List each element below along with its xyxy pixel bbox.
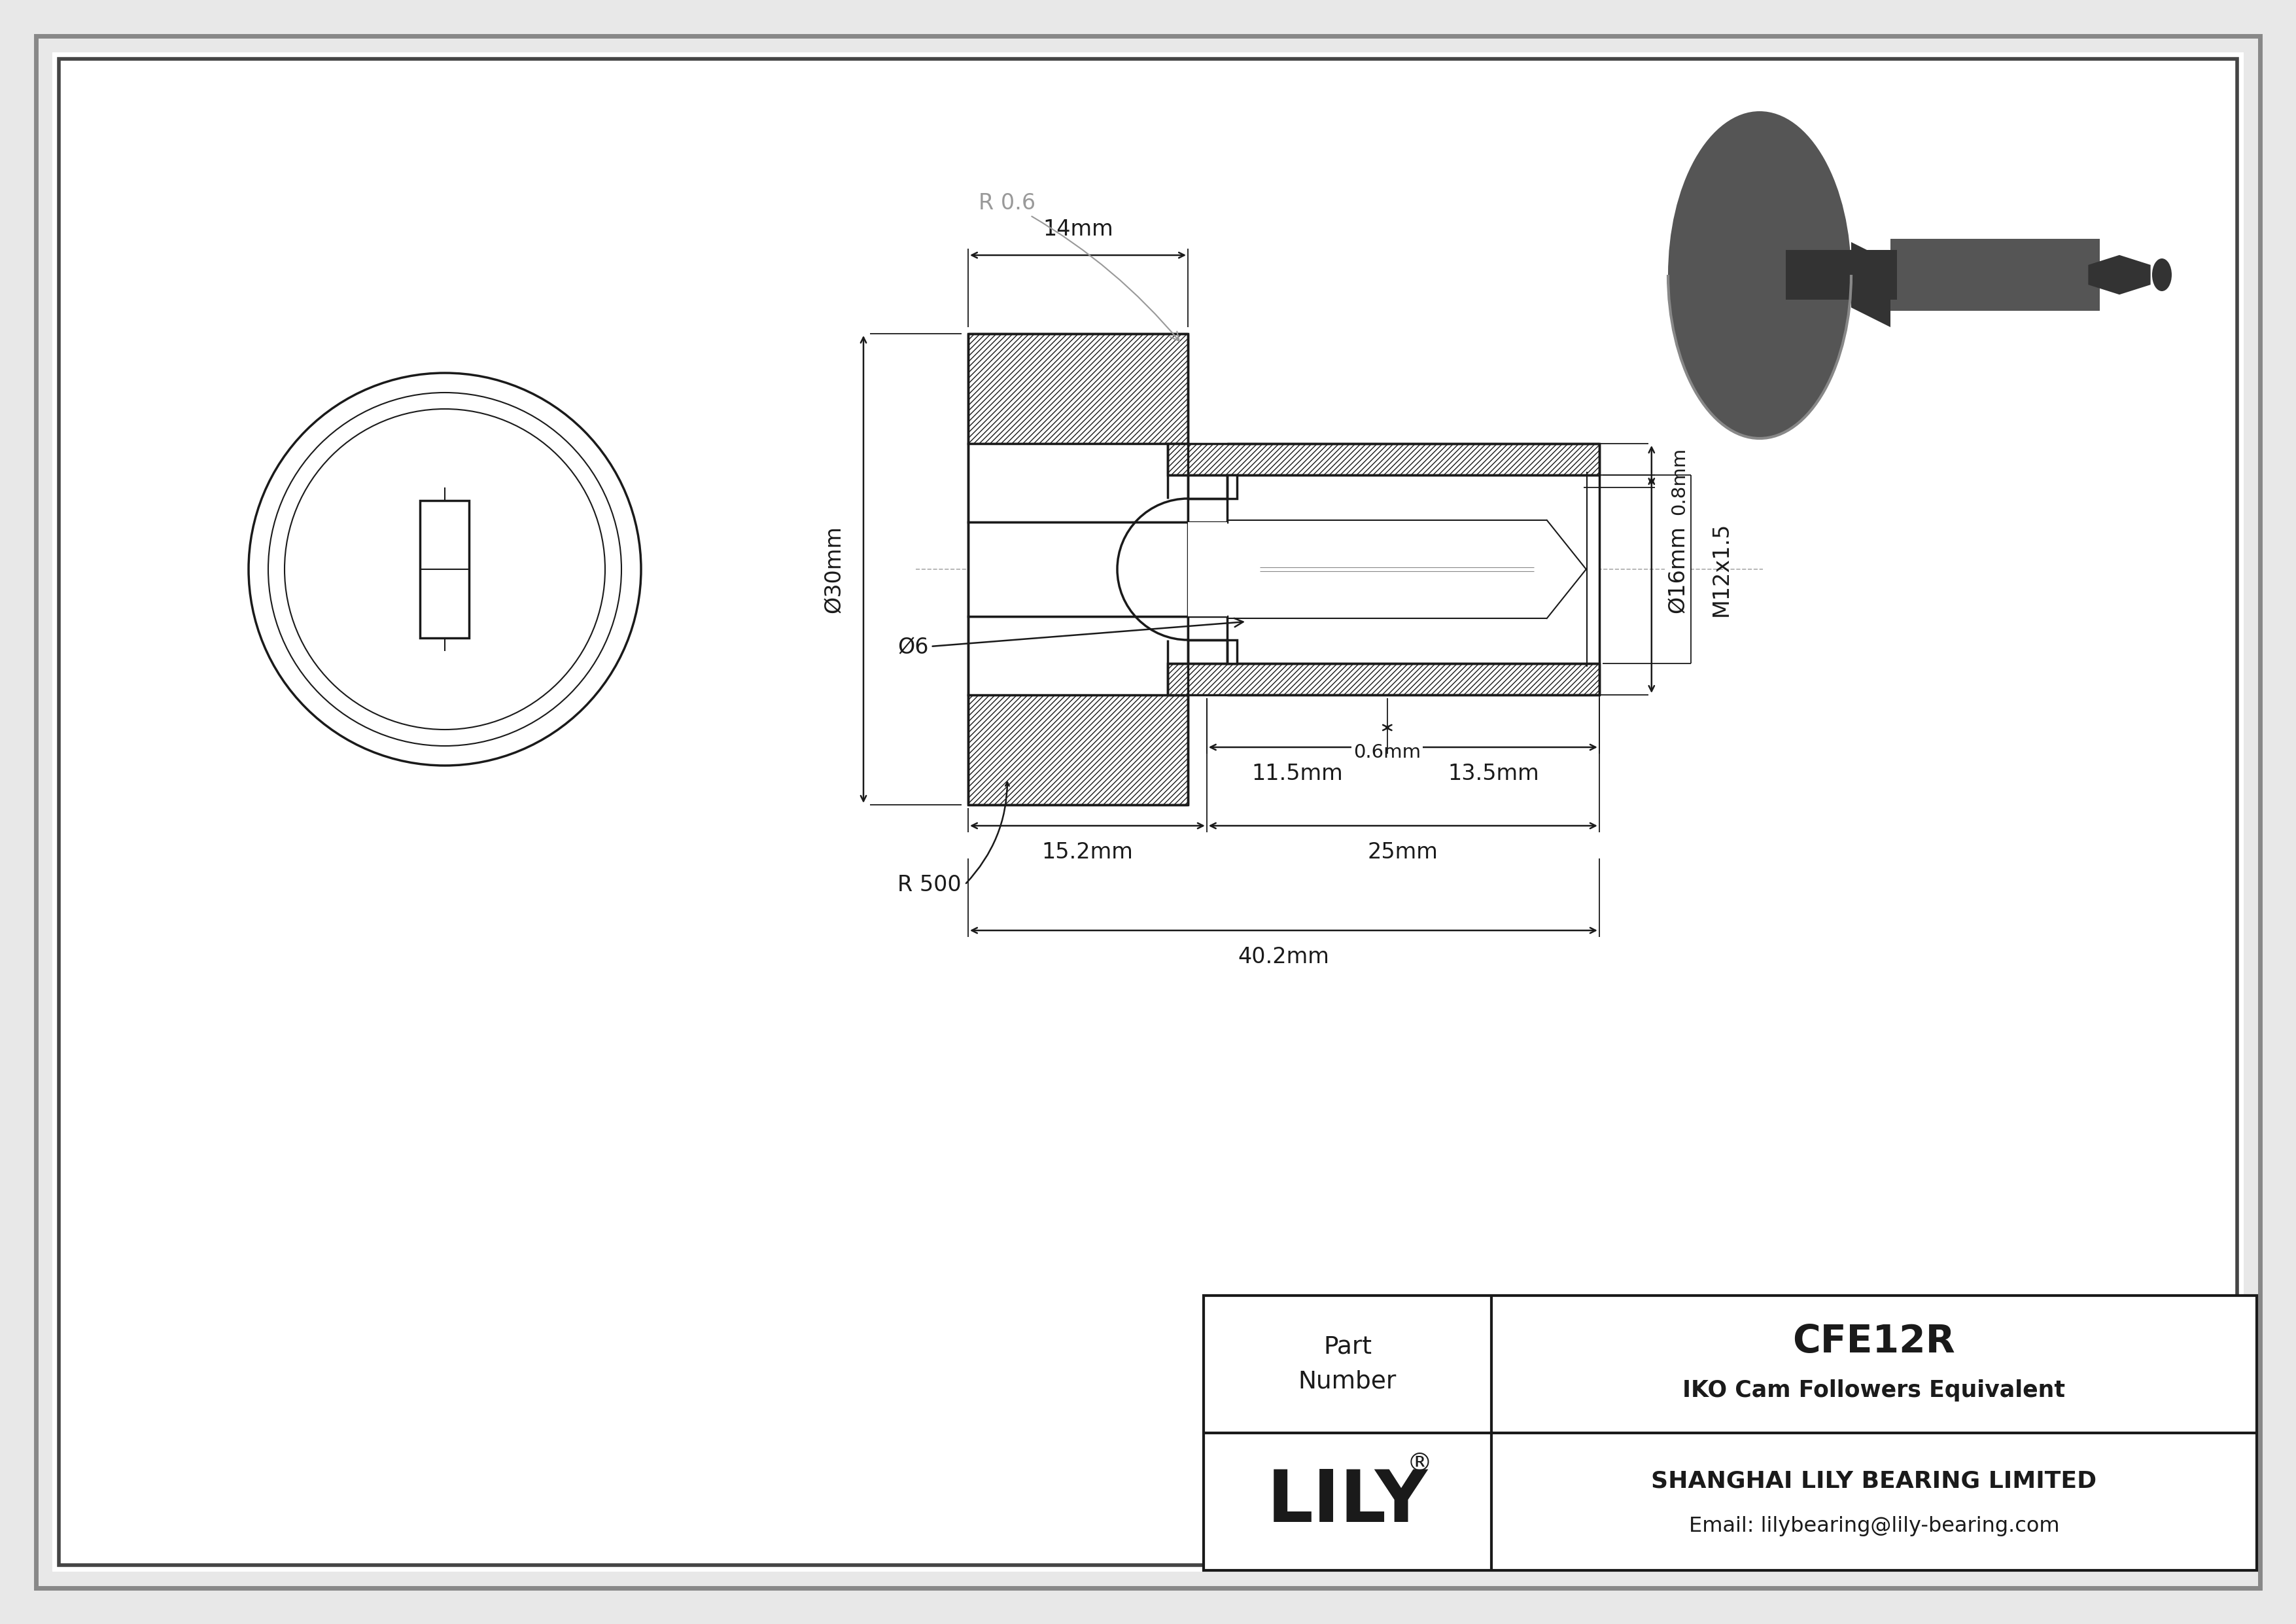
Text: IKO Cam Followers Equivalent: IKO Cam Followers Equivalent: [1683, 1379, 2066, 1402]
Text: SHANGHAI LILY BEARING LIMITED: SHANGHAI LILY BEARING LIMITED: [1651, 1470, 2096, 1492]
Bar: [1226, 476, 1238, 499]
Bar: [420, 500, 468, 638]
Text: 25mm: 25mm: [1368, 841, 1437, 862]
Text: 11.5mm: 11.5mm: [1251, 763, 1343, 784]
Text: Ø30mm: Ø30mm: [824, 526, 845, 614]
Bar: [1203, 1296, 2257, 1570]
Text: 13.5mm: 13.5mm: [1446, 763, 1538, 784]
Text: Ø6: Ø6: [898, 619, 1242, 659]
Bar: [1890, 239, 2101, 310]
Bar: [969, 617, 1187, 695]
Bar: [1786, 250, 1896, 300]
Bar: [969, 333, 1187, 443]
Text: Part
Number: Part Number: [1297, 1335, 1396, 1393]
Bar: [1187, 523, 1226, 617]
Bar: [1187, 499, 1226, 523]
Ellipse shape: [2151, 258, 2172, 291]
Bar: [969, 443, 1187, 523]
Text: ®: ®: [1407, 1452, 1433, 1476]
Bar: [1226, 640, 1238, 664]
Polygon shape: [2089, 255, 2151, 294]
Ellipse shape: [1667, 110, 1851, 438]
Bar: [1226, 520, 1600, 619]
Bar: [1187, 617, 1226, 640]
Text: R 0.6: R 0.6: [978, 192, 1180, 341]
Bar: [1166, 664, 1600, 695]
Text: 14mm: 14mm: [1042, 218, 1114, 240]
Bar: [1166, 443, 1600, 476]
Bar: [1166, 476, 1600, 664]
Text: M12x1.5: M12x1.5: [1711, 521, 1731, 617]
Text: Email: lilybearing@lily-bearing.com: Email: lilybearing@lily-bearing.com: [1690, 1517, 2060, 1536]
Text: 40.2mm: 40.2mm: [1238, 945, 1329, 968]
Polygon shape: [1851, 242, 1890, 326]
Text: 0.6mm: 0.6mm: [1355, 744, 1421, 762]
Bar: [969, 695, 1187, 806]
Polygon shape: [1548, 520, 1587, 619]
Text: CFE12R: CFE12R: [1793, 1322, 1956, 1359]
Text: 0.8mm: 0.8mm: [1669, 448, 1688, 515]
Text: LILY: LILY: [1267, 1466, 1428, 1536]
Text: 15.2mm: 15.2mm: [1042, 841, 1134, 862]
Text: Ø16mm: Ø16mm: [1667, 526, 1688, 614]
Text: R 500: R 500: [898, 874, 962, 895]
Bar: [969, 523, 1187, 617]
